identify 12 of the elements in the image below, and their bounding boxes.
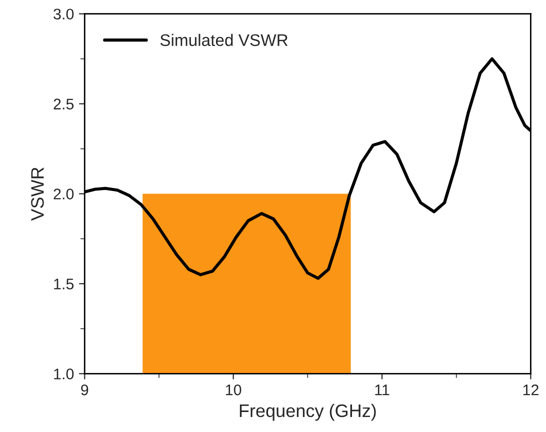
legend-label: Simulated VSWR xyxy=(160,34,288,46)
y-tick-label: 3.0 xyxy=(54,8,74,20)
y-tick-label: 1.5 xyxy=(54,278,74,290)
x-tick-label: 12 xyxy=(523,384,538,396)
x-tick-label: 10 xyxy=(226,384,242,396)
y-tick-label: 1.0 xyxy=(54,368,74,380)
x-tick-label: 11 xyxy=(375,384,390,396)
y-tick-label: 2.0 xyxy=(54,188,74,200)
x-axis-title: Frequency (GHz) xyxy=(240,404,376,421)
x-tick-label: 9 xyxy=(81,384,88,396)
y-axis-title: VSWR xyxy=(31,168,44,221)
y-tick-label: 2.5 xyxy=(54,98,74,110)
